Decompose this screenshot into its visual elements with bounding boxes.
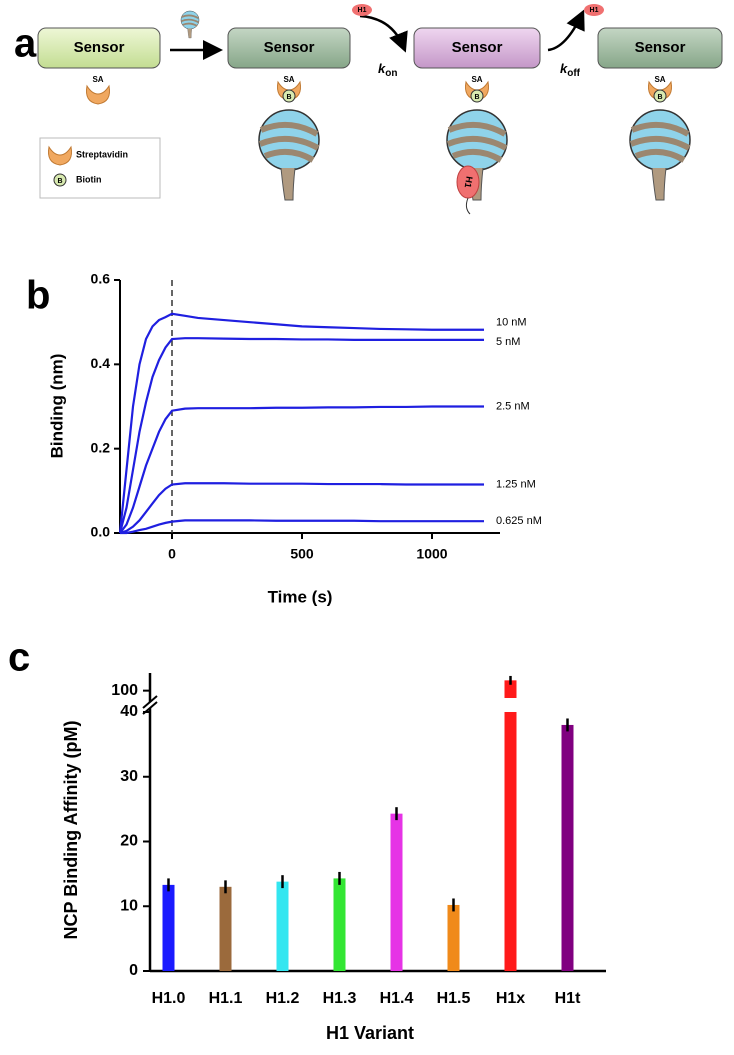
sa-label: SA: [92, 75, 103, 84]
line: [119, 482, 484, 535]
y-tick-label: 20: [120, 833, 138, 850]
series-label: 5 nM: [496, 336, 520, 348]
x-tick-label: H1t: [555, 990, 581, 1007]
nucleosome-icon: [180, 10, 200, 39]
h1-icon: [584, 4, 604, 16]
y-tick-label: 0: [129, 962, 138, 979]
y-axis-label: Binding (nm): [47, 354, 66, 459]
line: [118, 312, 484, 534]
y-tick-label: 0.6: [91, 271, 111, 287]
series-label: 2.5 nM: [496, 400, 530, 412]
h1-icon: [352, 4, 372, 16]
sa-label: SA: [654, 75, 665, 84]
sensor-label: Sensor: [452, 39, 503, 56]
k: k: [560, 61, 568, 76]
x-tick-label: 0: [168, 546, 176, 562]
bar: [561, 724, 574, 971]
sensor-label: Sensor: [635, 39, 686, 56]
legend: [39, 137, 161, 199]
panel-label: a: [14, 22, 37, 66]
sa-label: SA: [471, 75, 482, 84]
rate-label: koff: [560, 61, 581, 78]
sub: off: [567, 68, 580, 79]
complex: SA B: [630, 75, 690, 200]
diagram-panel: a Sensor Sensor Sensor Sensor SA SA B H1…: [14, 4, 723, 215]
line: [118, 337, 484, 534]
biotin-label: B: [474, 94, 479, 101]
panel-label: b: [26, 274, 50, 318]
legend-label: Biotin: [76, 174, 102, 184]
bar: [504, 712, 517, 971]
x-tick-label: H1.5: [437, 990, 471, 1007]
line: [120, 519, 484, 535]
bar: [162, 884, 175, 971]
x-axis-label: H1 Variant: [326, 1023, 414, 1043]
x-tick-label: H1.1: [209, 990, 243, 1007]
legend-swatch: [53, 173, 67, 187]
arrow: [359, 14, 408, 53]
bar: [219, 886, 232, 971]
sensor-label: Sensor: [264, 39, 315, 56]
x-tick-label: 1000: [416, 546, 447, 562]
complex: SA B: [259, 75, 319, 200]
biotin-label: B: [286, 94, 291, 101]
y-tick-label: 100: [111, 682, 138, 699]
x-tick-label: H1x: [496, 990, 525, 1007]
complex: H1 SA B: [447, 75, 507, 215]
biotin-label: B: [657, 94, 662, 101]
y-tick-label: 0.2: [91, 439, 111, 455]
sensor-box: [597, 27, 723, 69]
x-tick-label: H1.3: [323, 990, 357, 1007]
x-tick-label: H1.0: [152, 990, 186, 1007]
sa-label: SA: [283, 75, 294, 84]
bar: [276, 881, 289, 971]
series-label: 0.625 nM: [496, 515, 542, 527]
y-tick-label: 0.0: [91, 524, 111, 540]
bar: [447, 904, 460, 971]
h1-label: H1: [358, 7, 367, 14]
sensor-box: [227, 27, 351, 69]
arrow: [547, 9, 585, 52]
streptavidin: [85, 85, 111, 105]
h1-label: H1: [590, 7, 599, 14]
legend-label: Streptavidin: [76, 149, 128, 159]
sub: on: [385, 68, 397, 79]
biotin-label: B: [57, 178, 62, 185]
bar: [333, 878, 346, 971]
y-tick-label: 40: [120, 703, 138, 720]
sensor-label: Sensor: [74, 39, 125, 56]
line: [119, 405, 484, 534]
bar: [504, 680, 517, 698]
panel-label: c: [8, 636, 30, 680]
series-label: 1.25 nM: [496, 478, 536, 490]
h1-label: H1: [463, 176, 475, 189]
y-axis-label: NCP Binding Affinity (pM): [61, 721, 81, 940]
y-tick-label: 10: [120, 897, 138, 914]
series-label: 10 nM: [496, 317, 527, 329]
x-tick-label: H1.2: [266, 990, 300, 1007]
y-tick-label: 30: [120, 768, 138, 785]
sensor-box: [37, 27, 161, 69]
rate-label: kon: [378, 61, 397, 78]
y-tick-label: 0.4: [91, 355, 111, 371]
k: k: [378, 61, 386, 76]
x-tick-label: H1.4: [380, 990, 414, 1007]
x-axis-label: Time (s): [268, 587, 333, 606]
sensor-box: [413, 27, 541, 69]
x-tick-label: 500: [290, 546, 314, 562]
bar: [390, 813, 403, 971]
